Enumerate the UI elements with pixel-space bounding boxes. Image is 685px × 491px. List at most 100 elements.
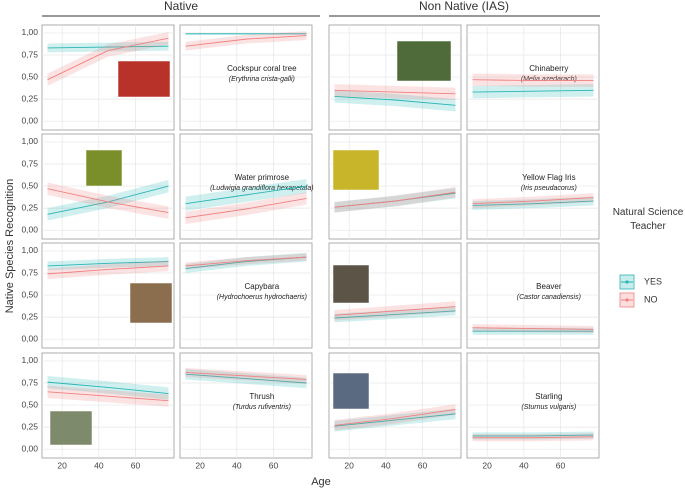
x-tick-label: 40	[232, 460, 242, 470]
species-photo	[396, 40, 452, 82]
panel	[179, 133, 313, 240]
panel	[466, 133, 600, 240]
confidence-band	[47, 32, 169, 86]
confidence-band	[185, 252, 307, 273]
y-tick-label: 0,25	[21, 311, 38, 321]
panel	[179, 24, 313, 131]
species-photo	[332, 149, 380, 191]
group-title: Non Native (IAS)	[419, 0, 509, 13]
fit-line	[334, 191, 456, 208]
y-tick-label: 0,75	[21, 267, 38, 277]
legend-label: YES	[644, 276, 662, 286]
y-tick-label: 0,50	[21, 71, 38, 81]
y-tick-label: 0,00	[21, 333, 38, 343]
confidence-band	[47, 182, 169, 219]
y-axis-label: Native Species Recognition	[4, 179, 16, 314]
x-tick-label: 40	[519, 460, 529, 470]
fit-line	[334, 409, 456, 426]
confidence-band	[334, 187, 456, 213]
x-tick-label: 40	[381, 460, 391, 470]
y-tick-label: 1,00	[21, 355, 38, 365]
y-tick-label: 0,50	[21, 289, 38, 299]
species-photo	[332, 264, 370, 304]
fit-line	[185, 35, 307, 47]
species-scientific-name: (Turdus rufiventris)	[233, 404, 291, 411]
y-tick-label: 0,75	[21, 158, 38, 168]
y-tick-label: 0,25	[21, 202, 38, 212]
y-tick-label: 0,00	[21, 115, 38, 125]
species-scientific-name: (Castor canadiensis)	[517, 294, 581, 301]
y-tick-label: 0,00	[21, 224, 38, 234]
y-tick-label: 0,50	[21, 399, 38, 409]
fit-line	[185, 197, 307, 219]
species-scientific-name: (Sturnus vulgaris)	[521, 404, 576, 411]
confidence-band	[185, 31, 307, 51]
confidence-band	[47, 179, 169, 221]
legend-key-dot	[625, 298, 629, 302]
fit-line	[47, 45, 169, 49]
x-tick-label: 20	[482, 460, 492, 470]
species-scientific-name: (Ludwigia grandiflora hexapetala)	[210, 185, 314, 192]
legend-label: NO	[644, 294, 658, 304]
species-name: Beaver	[536, 282, 562, 291]
y-tick-label: 0,25	[21, 421, 38, 431]
panel	[179, 352, 313, 459]
fit-line	[334, 96, 456, 106]
fit-line	[472, 197, 594, 205]
fit-line	[47, 37, 169, 81]
fit-line	[472, 327, 594, 330]
x-axis-label: Age	[311, 476, 331, 488]
fit-line	[47, 188, 169, 213]
species-scientific-name: (Melia azedarach)	[521, 76, 577, 83]
x-tick-label: 60	[418, 460, 428, 470]
confidence-band	[185, 192, 307, 224]
legend-title: Natural Science Teacher	[613, 207, 684, 232]
fit-line	[47, 261, 169, 267]
species-scientific-name: (Erythrina crista-galli)	[229, 76, 295, 83]
fit-line	[334, 89, 456, 95]
species-photo	[117, 60, 171, 98]
fit-line	[472, 436, 594, 439]
y-tick-label: 1,00	[21, 136, 38, 146]
panel	[466, 24, 600, 131]
fit-line	[472, 79, 594, 82]
fit-line	[334, 306, 456, 316]
species-name: Starling	[535, 392, 562, 401]
x-tick-label: 20	[57, 460, 67, 470]
fit-line	[185, 371, 307, 380]
y-tick-label: 1,00	[21, 245, 38, 255]
species-photo	[332, 372, 370, 410]
y-tick-label: 0,00	[21, 443, 38, 453]
x-tick-label: 60	[269, 460, 279, 470]
species-photo	[129, 282, 173, 324]
x-tick-label: 20	[195, 460, 205, 470]
confidence-band	[334, 404, 456, 431]
confidence-band	[334, 186, 456, 213]
y-tick-label: 0,75	[21, 377, 38, 387]
species-name: Cockspur coral tree	[227, 64, 297, 73]
species-name: Yellow Flag Iris	[522, 173, 576, 182]
panel	[466, 352, 600, 459]
species-photo	[49, 410, 93, 446]
x-tick-label: 60	[131, 460, 141, 470]
fit-line	[185, 256, 307, 267]
y-tick-label: 0,50	[21, 180, 38, 190]
legend-key-dot	[625, 280, 629, 284]
x-tick-label: 40	[94, 460, 104, 470]
species-name: Capybara	[244, 282, 279, 291]
species-name: Chinaberry	[529, 64, 568, 73]
y-tick-label: 0,25	[21, 93, 38, 103]
confidence-band	[334, 90, 456, 112]
fit-line	[472, 89, 594, 93]
y-tick-label: 1,00	[21, 27, 38, 37]
species-name: Water primrose	[235, 173, 290, 182]
fit-line	[334, 413, 456, 427]
species-scientific-name: (Iris pseudacorus)	[521, 185, 577, 192]
fit-line	[185, 185, 307, 205]
fit-line	[472, 200, 594, 206]
x-tick-label: 20	[344, 460, 354, 470]
y-tick-label: 0,75	[21, 49, 38, 59]
fit-line	[334, 310, 456, 319]
species-scientific-name: (Hydrochoerus hydrochaeris)	[217, 294, 307, 301]
